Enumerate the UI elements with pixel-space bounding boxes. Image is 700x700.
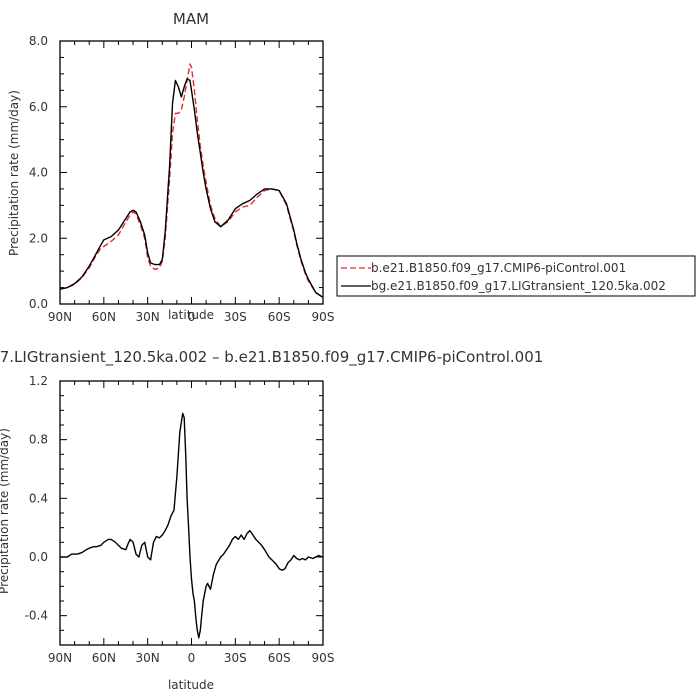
x-tick-label: 0: [188, 310, 196, 324]
top-ticks: 90N 60N 30N 0 30S 60S 90S 0.0 2.0 4.0 6.0 8.0: [29, 34, 335, 324]
legend-entry-picontrol: b.e21.B1850.f09_g17.CMIP6-piControl.001: [371, 261, 626, 275]
bottom-y-axis-label: Precipitation rate (mm/day): [0, 428, 11, 594]
top-x-axis-label: latitude: [168, 308, 214, 322]
y-tick-label: 0.0: [29, 297, 48, 311]
y-tick-label: 8.0: [29, 34, 48, 48]
top-series-lines: [59, 63, 324, 298]
series-line-0: [59, 63, 324, 298]
y-tick-label: 2.0: [29, 231, 48, 245]
x-tick-label: 60S: [268, 310, 291, 324]
x-tick-label: 60N: [92, 651, 116, 665]
x-tick-label: 30N: [136, 651, 160, 665]
x-tick-label: 30N: [136, 310, 160, 324]
y-tick-label: 6.0: [29, 100, 48, 114]
legend: b.e21.B1850.f09_g17.CMIP6-piControl.001 …: [336, 255, 696, 297]
y-tick-label: -0.4: [25, 609, 48, 623]
y-tick-label: 0.8: [29, 433, 48, 447]
bottom-x-axis-label: latitude: [168, 678, 214, 692]
bottom-series-lines: [60, 412, 324, 639]
x-tick-label: 90N: [48, 651, 72, 665]
x-tick-label: 0: [188, 651, 196, 665]
plot-frame: [59, 40, 324, 305]
y-tick-label: 4.0: [29, 166, 48, 180]
x-tick-label: 90N: [48, 310, 72, 324]
bottom-ticks: 90N 60N 30N 0 30S 60S 90S -0.4 0.0 0.4 0.8 1.2: [25, 374, 335, 665]
x-tick-label: 30S: [224, 310, 247, 324]
y-tick-label: 0.4: [29, 491, 48, 505]
x-tick-label: 90S: [312, 651, 335, 665]
top-y-axis-label: Precipitation rate (mm/day): [7, 90, 21, 256]
y-tick-label: 1.2: [29, 374, 48, 388]
bottom-chart-title: bg.e21.B1850.f09_g17.LIGtransient_120.5k…: [0, 348, 543, 367]
x-tick-label: 30S: [224, 651, 247, 665]
bottom-panel: bg.e21.B1850.f09_g17.LIGtransient_120.5k…: [0, 348, 543, 692]
legend-entry-ligtransient: bg.e21.B1850.f09_g17.LIGtransient_120.5k…: [371, 279, 666, 293]
series-line-1: [59, 78, 324, 298]
plot-frame: [59, 380, 324, 646]
x-tick-label: 90S: [312, 310, 335, 324]
y-tick-label: 0.0: [29, 550, 48, 564]
series-line-0: [60, 412, 324, 639]
x-tick-label: 60N: [92, 310, 116, 324]
top-chart-title: MAM: [173, 10, 209, 28]
top-panel: MAM latitude Precipitation rate (mm/day)…: [7, 10, 334, 324]
legend-box: [336, 255, 696, 297]
x-tick-label: 60S: [268, 651, 291, 665]
